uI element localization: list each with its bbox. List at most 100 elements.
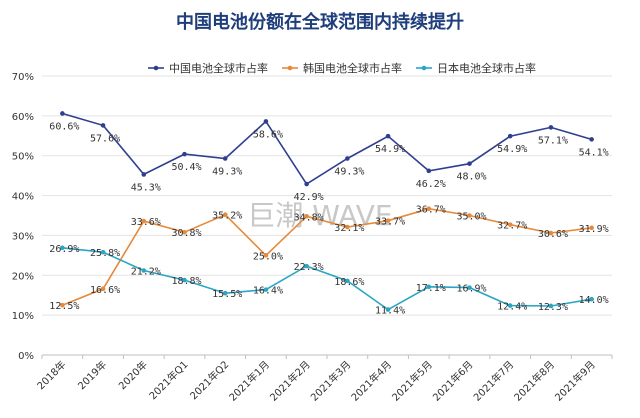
data-point [507, 133, 513, 139]
legend-marker [287, 65, 293, 71]
legend-entry: 韩国电池全球市占率 [303, 61, 402, 75]
data-label: 54.9% [375, 144, 405, 155]
data-point [100, 249, 106, 255]
data-label: 42.9% [294, 192, 324, 203]
data-point [304, 181, 309, 187]
x-tick-label: 2021年7月 [471, 358, 517, 404]
series-line-3 [62, 247, 592, 311]
y-tick-label: 20% [12, 271, 34, 282]
data-point [141, 218, 147, 224]
y-tick-label: 10% [12, 311, 34, 322]
chart-title: 中国电池份额在全球范围内持续提升 [176, 11, 464, 33]
data-label: 48.0% [456, 172, 486, 183]
data-label: 35.0% [456, 212, 486, 223]
data-label: 54.1% [579, 147, 609, 158]
data-point [100, 123, 106, 128]
x-tick-label: 2021年Q2 [187, 358, 231, 402]
data-point [60, 302, 65, 308]
x-tick-label: 2021年2月 [267, 358, 313, 404]
y-tick-label: 0% [18, 351, 34, 362]
data-label: 16.6% [90, 285, 120, 296]
y-tick-label: 60% [12, 112, 34, 123]
legend-entry: 中国电池全球市占率 [169, 61, 268, 75]
data-label: 33.6% [131, 217, 161, 228]
x-tick-label: 2020年 [116, 358, 150, 392]
data-point [222, 290, 228, 296]
data-point [467, 213, 472, 218]
data-point [345, 224, 350, 230]
data-point [548, 125, 554, 130]
data-point [589, 137, 594, 142]
data-label: 18.8% [171, 276, 201, 287]
data-point [589, 296, 594, 302]
data-point [141, 268, 147, 273]
data-point [548, 303, 554, 309]
data-label: 33.7% [375, 217, 405, 228]
legend: 中国电池全球市占率 韩国电池全球市占率 日本电池全球市占率 [148, 61, 536, 75]
data-label: 60.6% [49, 121, 79, 132]
x-axis: 2018年 2019年 2020年2021年Q12021年Q22021年1月2021… [34, 355, 613, 404]
data-label: 57.6% [90, 133, 120, 144]
data-point [182, 277, 187, 283]
data-label: 22.3% [294, 262, 324, 273]
legend-entry: 日本电池全球市占率 [437, 61, 536, 75]
data-label: 57.1% [538, 135, 568, 146]
data-label: 12.5% [49, 301, 79, 312]
watermark: 巨潮 WAVE [247, 199, 392, 232]
data-label: 34.8% [294, 212, 324, 223]
x-tick-label: 2021年4月 [348, 358, 394, 404]
data-label: 12.3% [538, 302, 568, 313]
data-point [385, 307, 391, 312]
data-point [507, 303, 513, 308]
data-point [345, 278, 350, 284]
y-tick-label: 40% [12, 192, 34, 203]
data-label: 18.6% [334, 277, 364, 288]
data-label: 54.9% [497, 144, 527, 155]
data-label: 14.0% [579, 295, 609, 306]
data-point [182, 229, 187, 235]
data-label: 30.8% [171, 228, 201, 239]
data-label: 31.9% [579, 224, 609, 235]
x-tick-label: 2021年Q1 [146, 358, 190, 402]
series-group [60, 111, 594, 312]
data-label: 36.7% [416, 205, 446, 216]
data-label: 11.4% [375, 306, 405, 317]
y-tick-label: 50% [12, 152, 34, 163]
data-point [426, 206, 432, 212]
x-tick-label: 2018年 [34, 358, 68, 392]
data-point [589, 225, 594, 231]
legend-marker [421, 65, 427, 71]
data-point [385, 218, 391, 223]
data-point [426, 284, 432, 290]
data-label: 26.9% [49, 244, 79, 255]
data-point [467, 161, 472, 166]
data-point [263, 253, 269, 258]
x-tick-label: 2021年9月 [552, 358, 598, 404]
data-label: 49.3% [212, 167, 242, 178]
data-label: 17.1% [416, 283, 446, 294]
data-label: 58.6% [253, 129, 283, 140]
data-point [141, 172, 147, 177]
data-label: 15.5% [212, 289, 242, 300]
data-point [304, 263, 309, 269]
data-label: 21.2% [131, 267, 161, 278]
data-point [60, 111, 65, 116]
data-label: 32.7% [497, 221, 527, 232]
gridlines [42, 75, 612, 356]
data-label: 16.4% [253, 286, 283, 297]
data-label: 30.6% [538, 229, 568, 240]
data-point [263, 119, 269, 124]
series-line-2 [62, 207, 592, 306]
data-point [345, 156, 350, 161]
data-label: 12.4% [497, 302, 527, 313]
data-label: 25.8% [90, 248, 120, 259]
data-point [182, 151, 187, 157]
data-point [507, 222, 513, 227]
data-point [222, 156, 228, 161]
data-label: 16.9% [456, 284, 486, 295]
data-point [222, 212, 228, 218]
data-point [426, 168, 432, 174]
x-tick-label: 2021年5月 [389, 358, 435, 404]
data-label: 35.2% [212, 211, 242, 222]
